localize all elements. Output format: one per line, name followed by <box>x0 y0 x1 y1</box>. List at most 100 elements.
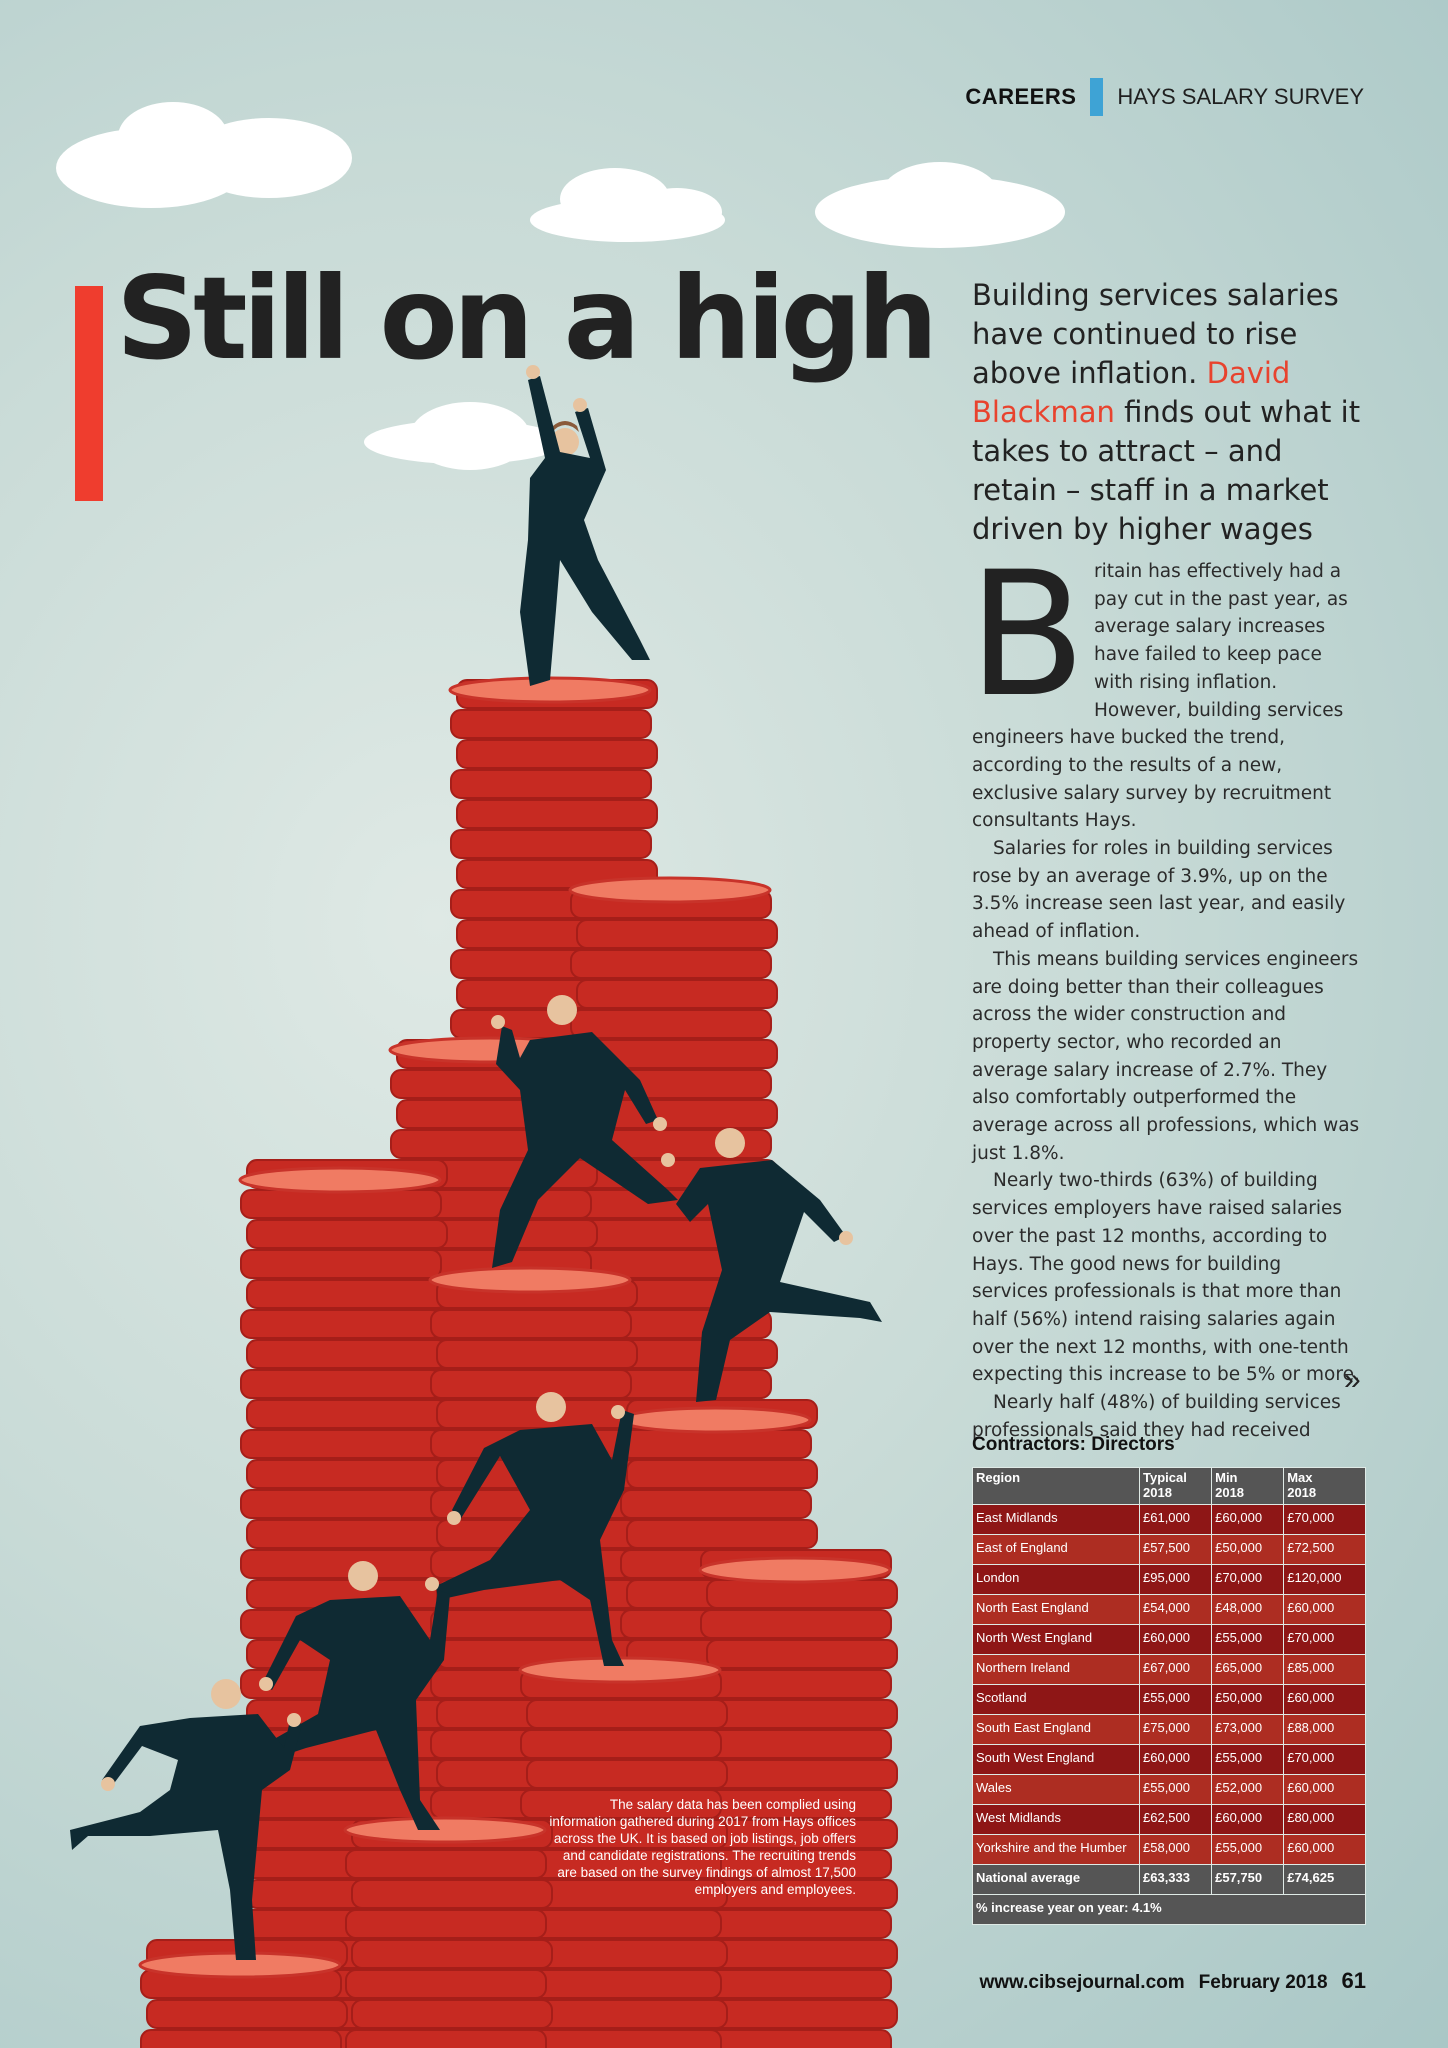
table-row: East of England £57,500 £50,000 £72,500 <box>972 1534 1366 1565</box>
table-cell: £85,000 <box>1283 1654 1366 1685</box>
table-cell: East of England <box>972 1534 1140 1565</box>
table-cell: £88,000 <box>1283 1714 1366 1745</box>
year-on-year-increase: % increase year on year: 4.1% <box>972 1894 1366 1925</box>
table-row: South West England £60,000 £55,000 £70,000 <box>972 1744 1366 1775</box>
table-row: Yorkshire and the Humber £58,000 £55,000 £6… <box>972 1834 1366 1865</box>
headline-accent-bar <box>75 286 103 501</box>
table-cell: £50,000 <box>1211 1684 1285 1715</box>
table-cell: £48,000 <box>1211 1594 1285 1625</box>
table-row: Scotland £55,000 £50,000 £60,000 <box>972 1684 1366 1715</box>
table-row: South East England £75,000 £73,000 £88,000 <box>972 1714 1366 1745</box>
table-row: Northern Ireland £67,000 £65,000 £85,000 <box>972 1654 1366 1685</box>
table-cell: £60,000 <box>1211 1804 1285 1835</box>
header-divider <box>1090 78 1104 116</box>
table-cell: £80,000 <box>1283 1804 1366 1835</box>
table-header-row: Region Typical 2018 Min 2018 Max 2018 <box>972 1467 1366 1505</box>
table-cell: £62,500 <box>1138 1804 1213 1835</box>
illustration-caption: The salary data has been complied using … <box>549 1797 856 1897</box>
page-header: CAREERS HAYS SALARY SURVEY <box>965 78 1364 116</box>
national-average-row: National average £63,333 £57,750 £74,625 <box>972 1864 1366 1895</box>
table-cell: Northern Ireland <box>972 1654 1140 1685</box>
article-paragraph: Nearly two-thirds (63%) of building serv… <box>972 1170 1360 1386</box>
table-row: North West England £60,000 £55,000 £70,000 <box>972 1624 1366 1655</box>
column-header-region: Region <box>972 1467 1140 1505</box>
standfirst-text-end: finds out what it takes to attract – and… <box>972 395 1361 546</box>
table-row: London £95,000 £70,000 £120,000 <box>972 1564 1366 1595</box>
table-cell: London <box>972 1564 1140 1595</box>
increase-row: % increase year on year: 4.1% <box>972 1894 1366 1925</box>
table-cell: South East England <box>972 1714 1140 1745</box>
table-cell: £75,000 <box>1138 1714 1213 1745</box>
table-title: Contractors: Directors <box>972 1434 1175 1455</box>
businessman-figure <box>661 1128 882 1402</box>
table-cell: £55,000 <box>1138 1774 1213 1805</box>
table-cell: £63,333 <box>1138 1864 1213 1895</box>
table-cell: £60,000 <box>1138 1744 1213 1775</box>
table-cell: Wales <box>972 1774 1140 1805</box>
table-cell: £55,000 <box>1138 1684 1213 1715</box>
table-cell: £55,000 <box>1211 1624 1285 1655</box>
table-cell: £73,000 <box>1211 1714 1285 1745</box>
table-cell: £67,000 <box>1138 1654 1213 1685</box>
table-cell: £57,750 <box>1211 1864 1285 1895</box>
table-cell: £60,000 <box>1138 1624 1213 1655</box>
businessman-figure <box>436 1392 634 1666</box>
drop-cap: B <box>968 534 1086 735</box>
table-cell: South West England <box>972 1744 1140 1775</box>
table-cell: £95,000 <box>1138 1564 1213 1595</box>
table-cell: £74,625 <box>1283 1864 1366 1895</box>
issue-date: February 2018 <box>1198 1972 1328 1993</box>
businessman-figure <box>491 995 678 1268</box>
table-cell: £55,000 <box>1211 1834 1285 1865</box>
table-cell: £70,000 <box>1283 1624 1366 1655</box>
table-cell: West Midlands <box>972 1804 1140 1835</box>
cloud <box>880 162 1000 232</box>
table-cell: National average <box>972 1864 1140 1895</box>
table-cell: £54,000 <box>1138 1594 1213 1625</box>
double-chevron-right-icon: » <box>1344 1363 1361 1396</box>
table-cell: Scotland <box>972 1684 1140 1715</box>
section-label: CAREERS <box>965 84 1077 109</box>
table-cell: £60,000 <box>1283 1684 1366 1715</box>
table-cell: £52,000 <box>1211 1774 1285 1805</box>
coin-stack <box>698 1549 898 2048</box>
table-cell: £60,000 <box>1283 1774 1366 1805</box>
table-cell: £70,000 <box>1283 1504 1366 1535</box>
table-cell: East Midlands <box>972 1504 1140 1535</box>
cloud <box>632 188 722 236</box>
series-label: HAYS SALARY SURVEY <box>1117 84 1364 109</box>
table-cell: £55,000 <box>1211 1744 1285 1775</box>
table-row: North East England £54,000 £48,000 £60,000 <box>972 1594 1366 1625</box>
table-cell: North East England <box>972 1594 1140 1625</box>
article-paragraph: This means building services engineers a… <box>972 948 1360 1164</box>
coin-stack <box>518 1656 728 2048</box>
table-cell: £65,000 <box>1211 1654 1285 1685</box>
table-cell: £60,000 <box>1283 1834 1366 1865</box>
standfirst-text: Building services salaries have continue… <box>972 278 1339 390</box>
table-cell: £60,000 <box>1283 1594 1366 1625</box>
page-footer: www.cibsejournal.com February 2018 61 <box>979 1968 1366 1994</box>
table-cell: £57,500 <box>1138 1534 1213 1565</box>
businessman-figure <box>259 1561 450 1830</box>
page-number: 61 <box>1341 1968 1366 1993</box>
column-header-max: Max 2018 <box>1283 1467 1366 1505</box>
standfirst: Building services salaries have continue… <box>972 276 1372 549</box>
table-cell: £70,000 <box>1211 1564 1285 1595</box>
cloud <box>410 402 530 470</box>
table-cell: £58,000 <box>1138 1834 1213 1865</box>
website-link[interactable]: www.cibsejournal.com <box>979 1972 1185 1993</box>
column-header-typical: Typical 2018 <box>1138 1467 1213 1505</box>
businessman-figure <box>520 365 650 686</box>
table-row: West Midlands £62,500 £60,000 £80,000 <box>972 1804 1366 1835</box>
author-name: David Blackman <box>972 356 1291 429</box>
table-cell: £70,000 <box>1283 1744 1366 1775</box>
coin-stack <box>343 1816 553 2048</box>
table-cell: £120,000 <box>1283 1564 1366 1595</box>
table-cell: Yorkshire and the Humber <box>972 1834 1140 1865</box>
salary-table: Region Typical 2018 Min 2018 Max 2018 East … <box>972 1467 1366 1925</box>
table-cell: £61,000 <box>1138 1504 1213 1535</box>
article-paragraph: Nearly half (48%) of building services p… <box>972 1392 1341 1441</box>
